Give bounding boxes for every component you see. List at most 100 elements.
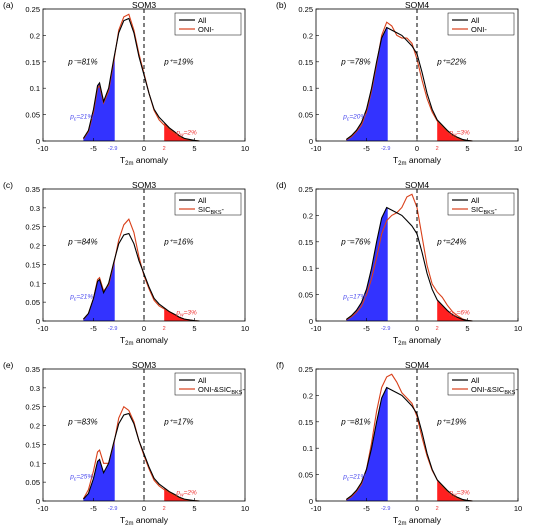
cold-tail-prob-label: pc=21%	[69, 114, 93, 123]
y-tick-label: 0.25	[25, 403, 40, 412]
x-tick-label: -5	[90, 504, 97, 513]
legend-label-all: All	[198, 376, 207, 385]
x-tick-label: 5	[465, 504, 469, 513]
x-tick-label: -5	[363, 504, 370, 513]
p-minus-label: p⁻=81%	[340, 417, 370, 426]
x-tick-label: 10	[514, 324, 522, 333]
legend-label-subset: ONI-&SICBKS-	[471, 385, 518, 396]
warm-tail-area	[437, 479, 473, 501]
p-minus-label: p⁻=84%	[67, 237, 97, 246]
warm-tail-area	[164, 487, 200, 501]
x-tick-label: 0	[142, 324, 146, 333]
legend-label-subset: SICBKS-	[471, 205, 498, 216]
x-tick-label: 5	[465, 324, 469, 333]
panel-label: (f)	[276, 360, 284, 370]
y-tick-label: 0.1	[30, 459, 40, 468]
p-plus-label: p⁺=24%	[436, 237, 466, 246]
x-tick-label: 10	[241, 504, 249, 513]
warm-tail-area	[437, 299, 473, 321]
x-tick-label: -10	[311, 144, 322, 153]
cold-threshold-label: -2.9	[108, 506, 117, 512]
x-tick-label: -5	[363, 144, 370, 153]
x-tick-label: 10	[514, 504, 522, 513]
p-minus-label: p⁻=81%	[67, 57, 97, 66]
p-minus-label: p⁻=76%	[340, 237, 370, 246]
p-plus-label: p⁺=19%	[436, 417, 466, 426]
warm-tail-area	[164, 307, 200, 321]
y-tick-label: 0.2	[30, 422, 40, 431]
all-curve	[345, 206, 473, 322]
y-tick-label: 0.05	[25, 111, 40, 120]
x-tick-label: -10	[38, 144, 49, 153]
panel-label: (a)	[3, 0, 14, 10]
y-tick-label: 0	[309, 137, 313, 146]
p-plus-label: p⁺=16%	[163, 237, 193, 246]
legend-label-all: All	[471, 16, 480, 25]
panel-b: 0 0.05 0.1 0.15 0.2 0.25 -10 -5 0 5 10 -2.9 2 T2m ano…	[276, 0, 522, 167]
cold-tail-area	[83, 53, 115, 141]
x-tick-label: -5	[90, 324, 97, 333]
y-tick-label: 0	[36, 497, 40, 506]
y-tick-label: 0.05	[298, 471, 313, 480]
x-tick-label: -10	[38, 324, 49, 333]
y-tick-label: 0.1	[30, 279, 40, 288]
y-tick-label: 0.2	[303, 31, 313, 40]
cold-tail-prob-label: pc=21%	[69, 294, 93, 303]
y-tick-label: 0.2	[30, 31, 40, 40]
x-tick-label: 5	[192, 324, 196, 333]
x-axis-label: T2m anomaly	[120, 335, 169, 347]
y-tick-label: 0.15	[298, 238, 313, 247]
panel-d: 0 0.05 0.1 0.15 0.2 0.25 -10 -5 0 5 10 -2.9 2 T2m ano…	[276, 180, 522, 347]
x-tick-label: -5	[90, 144, 97, 153]
x-axis-label: T2m anomaly	[393, 515, 442, 527]
cold-threshold-label: -2.9	[108, 326, 117, 332]
y-tick-label: 0.05	[298, 291, 313, 300]
x-tick-label: -10	[311, 324, 322, 333]
all-curve	[82, 232, 200, 322]
cold-tail-prob-label: pc=17%	[342, 294, 366, 303]
x-tick-label: 0	[415, 504, 419, 513]
y-tick-label: 0.25	[25, 223, 40, 232]
warm-threshold-label: 2	[163, 326, 166, 332]
p-minus-label: p⁻=83%	[67, 417, 97, 426]
p-plus-label: p⁺=22%	[436, 57, 466, 66]
y-tick-label: 0.15	[25, 260, 40, 269]
cold-threshold-label: -2.9	[108, 146, 117, 152]
warm-threshold-label: 2	[436, 146, 439, 152]
p-plus-label: p⁺=19%	[163, 57, 193, 66]
legend-label-all: All	[471, 196, 480, 205]
all-curve	[82, 412, 200, 502]
x-tick-label: 0	[142, 144, 146, 153]
y-tick-label: 0	[309, 497, 313, 506]
y-tick-label: 0.1	[30, 84, 40, 93]
y-tick-label: 0.1	[303, 84, 313, 93]
y-tick-label: 0.3	[30, 384, 40, 393]
panel-title: SOM4	[405, 180, 429, 190]
cold-threshold-label: -2.9	[381, 146, 390, 152]
y-tick-label: 0.1	[303, 264, 313, 273]
cold-tail-area	[346, 387, 388, 501]
y-tick-label: 0	[36, 137, 40, 146]
y-tick-label: 0.35	[25, 365, 40, 374]
x-axis-label: T2m anomaly	[393, 155, 442, 167]
panel-f: 0 0.05 0.1 0.15 0.2 0.25 -10 -5 0 5 10 -2.9 2 T2m ano…	[276, 360, 522, 527]
x-tick-label: 10	[241, 144, 249, 153]
y-tick-label: 0.1	[303, 444, 313, 453]
y-tick-label: 0.25	[298, 5, 313, 14]
cold-tail-area	[346, 207, 388, 321]
panel-e: 0 0.05 0.1 0.15 0.2 0.25 0.3 0.35 -10 -5 0 5 10 -2.9 2…	[3, 360, 249, 527]
panel-label: (d)	[276, 180, 287, 190]
x-tick-label: 5	[192, 144, 196, 153]
warm-tail-prob-label: pw=3%	[175, 309, 197, 318]
legend-label-subset: ONI-	[471, 25, 487, 34]
y-tick-label: 0.25	[298, 185, 313, 194]
warm-tail-prob-label: pw=3%	[448, 129, 470, 138]
legend-label-all: All	[198, 196, 207, 205]
x-tick-label: -10	[38, 504, 49, 513]
panel-c: 0 0.05 0.1 0.15 0.2 0.25 0.3 0.35 -10 -5 0 5 10 -2.9 2…	[3, 180, 249, 347]
all-curve	[345, 386, 473, 502]
x-axis-label: T2m anomaly	[120, 515, 169, 527]
x-tick-label: -10	[311, 504, 322, 513]
x-tick-label: 0	[415, 144, 419, 153]
x-axis-label: T2m anomaly	[120, 155, 169, 167]
